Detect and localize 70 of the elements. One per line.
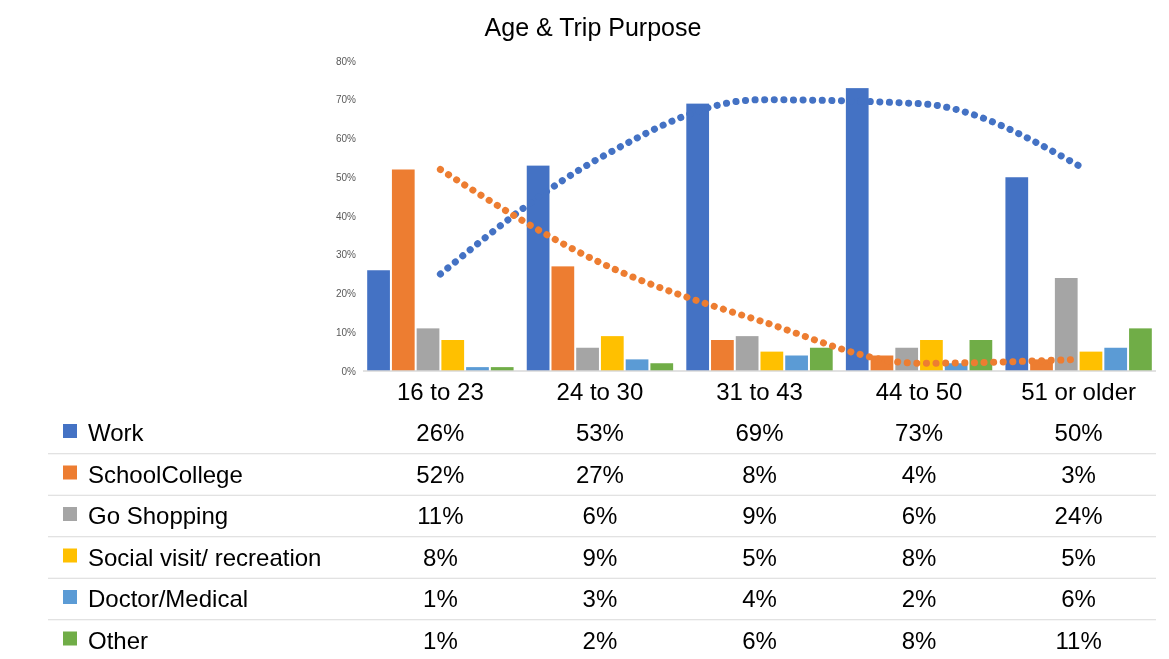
chart-title: Age & Trip Purpose: [484, 13, 702, 41]
y-tick-label: 10%: [335, 326, 357, 338]
data-label: 53%: [575, 419, 624, 447]
x-tick-label: 44 to 50: [875, 378, 963, 405]
data-label: 8%: [901, 543, 937, 571]
bar: [650, 363, 674, 371]
bar: [625, 359, 649, 371]
bar: [1104, 347, 1128, 371]
data-label: 4%: [901, 460, 937, 488]
bar: [1054, 278, 1078, 371]
data-label: 2%: [582, 626, 618, 654]
x-tick-label: 51 or older: [1021, 378, 1136, 405]
data-label: 73%: [895, 419, 944, 447]
data-label: 8%: [901, 626, 937, 654]
bar: [1129, 328, 1152, 371]
bar: [735, 336, 759, 371]
bar: [416, 328, 440, 371]
data-label: 1%: [423, 626, 458, 654]
data-label: 26%: [416, 419, 465, 447]
data-label: 5%: [742, 543, 777, 571]
legend-label: SchoolCollege: [88, 460, 243, 488]
y-tick-label: 20%: [335, 288, 357, 299]
bar: [441, 340, 465, 371]
legend-label: Work: [88, 419, 145, 447]
bar: [760, 351, 784, 371]
bar: [391, 169, 415, 371]
data-label: 6%: [582, 502, 618, 530]
data-label: 3%: [582, 585, 618, 613]
y-tick-label: 80%: [335, 55, 357, 67]
data-label: 4%: [742, 585, 777, 613]
data-label: 6%: [901, 502, 937, 530]
bar: [551, 266, 575, 371]
data-label: 24%: [1054, 502, 1103, 530]
data-label: 8%: [423, 543, 458, 571]
data-label: 69%: [735, 419, 784, 447]
data-label: 50%: [1054, 419, 1103, 447]
data-label: 52%: [416, 460, 465, 488]
x-tick-label: 31 to 43: [716, 378, 803, 405]
data-label: 5%: [1061, 543, 1096, 571]
data-label: 11%: [1055, 626, 1102, 654]
data-label: 8%: [742, 460, 777, 488]
bar: [809, 347, 833, 371]
data-label: 11%: [417, 502, 464, 530]
data-label: 6%: [1061, 585, 1096, 613]
bar: [576, 347, 599, 371]
data-label: 3%: [1061, 460, 1096, 488]
data-label: 27%: [575, 460, 624, 488]
bar: [785, 355, 808, 371]
data-label: 9%: [582, 543, 618, 571]
data-label: 9%: [742, 502, 777, 530]
y-tick-label: 60%: [335, 133, 357, 144]
legend-label: Go Shopping: [88, 502, 229, 530]
data-label: 2%: [901, 585, 937, 613]
bar: [1079, 351, 1103, 371]
legend-label: Social visit/ recreation: [88, 543, 322, 571]
bar: [1005, 177, 1029, 371]
legend-label: Other: [88, 626, 149, 654]
y-tick-label: 70%: [335, 94, 357, 106]
y-tick-label: 50%: [335, 171, 357, 183]
data-label: 6%: [742, 626, 777, 654]
bar: [367, 270, 390, 371]
y-tick-label: 30%: [335, 249, 357, 261]
data-label: 1%: [423, 585, 458, 613]
y-tick-label: 40%: [335, 210, 357, 222]
legend-label: Doctor/Medical: [88, 585, 249, 613]
x-tick-label: 16 to 23: [397, 378, 484, 405]
y-tick-label: 0%: [341, 365, 357, 377]
x-tick-label: 24 to 30: [556, 378, 644, 405]
bar: [711, 340, 734, 371]
bar: [600, 336, 624, 371]
